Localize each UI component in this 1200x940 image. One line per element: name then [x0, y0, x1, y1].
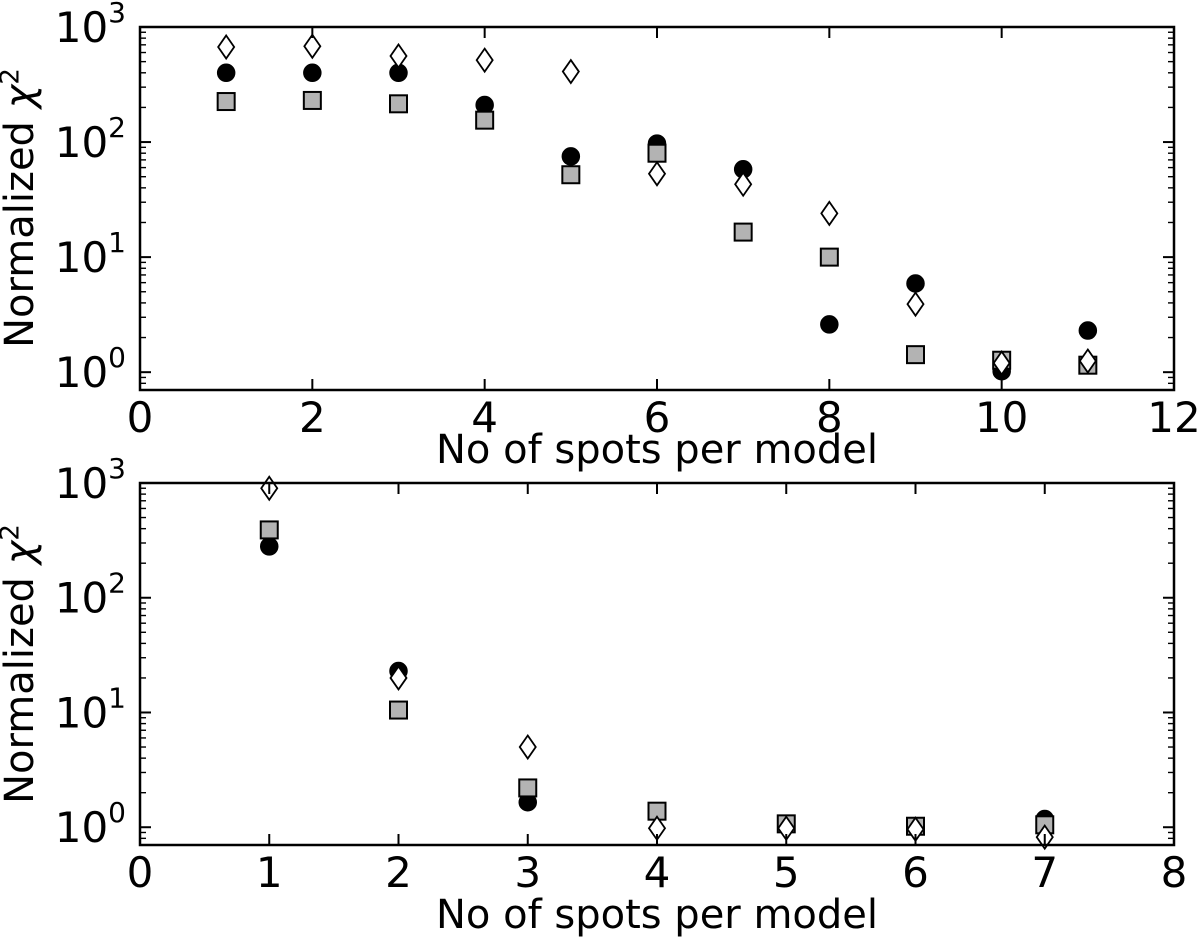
data-point-diamond	[992, 349, 1011, 377]
series-open-diamond	[260, 475, 1054, 851]
data-point-diamond	[475, 47, 494, 74]
chi-exponent: 2	[0, 524, 26, 541]
x-axis-tick-label: 1	[256, 848, 283, 897]
data-point-square	[389, 700, 408, 720]
data-point-square	[259, 520, 279, 540]
series-filled-circle	[260, 537, 1054, 837]
y-axis-label-text: Normalized	[0, 564, 43, 804]
data-point-square	[216, 92, 236, 112]
y-axis-tick-label: 101	[55, 681, 126, 737]
axes-frame	[138, 481, 1176, 847]
series-open-diamond	[217, 33, 1097, 377]
data-point-diamond	[561, 58, 580, 85]
x-axis-tick-label: 10	[975, 393, 1028, 442]
axes-frame	[138, 25, 1176, 392]
x-axis-tick-label: 4	[644, 848, 671, 897]
x-axis-tick-label: 0	[127, 848, 154, 897]
data-point-diamond	[217, 33, 236, 61]
chi-symbol: χ	[0, 540, 43, 565]
y-axis-tick-label: 100	[55, 341, 126, 397]
data-point-square	[389, 94, 408, 114]
y-axis-tick-label: 100	[55, 796, 126, 852]
data-point-square	[906, 345, 925, 365]
data-point-circle	[820, 315, 839, 334]
y-axis-tick-label: 101	[55, 226, 126, 282]
data-point-circle	[561, 147, 581, 166]
data-point-circle	[216, 63, 236, 83]
x-axis-tick-label: 8	[1161, 848, 1188, 897]
top-chart: 0 2 4 6 8 10 12 100 101 102 103	[55, 0, 1200, 442]
data-point-diamond	[518, 733, 537, 761]
x-axis-label-top: No of spots per model	[435, 427, 879, 473]
data-point-diamond	[734, 171, 753, 198]
x-axis-tick-label: 0	[127, 393, 154, 442]
data-point-circle	[906, 274, 925, 293]
data-point-circle	[303, 63, 322, 83]
y-axis-label-bottom: Normalized χ2	[0, 414, 44, 914]
data-point-square	[475, 110, 495, 130]
series-filled-circle	[216, 63, 1098, 381]
data-point-diamond	[906, 291, 925, 318]
x-axis-tick-label: 6	[644, 393, 671, 442]
bottom-chart: 0 1 2 3 4 5 6 7 8 100 101 102 103	[55, 452, 1188, 897]
data-point-diamond	[647, 160, 667, 187]
chi-symbol: χ	[0, 84, 43, 109]
data-point-square	[819, 247, 839, 267]
y-axis-tick-label: 102	[55, 111, 126, 167]
y-axis-label-text: Normalized	[0, 108, 43, 348]
data-point-diamond	[389, 664, 408, 692]
y-axis-tick-label: 102	[55, 567, 126, 623]
data-point-diamond	[820, 200, 839, 227]
data-point-square	[733, 222, 753, 242]
data-point-square	[647, 143, 667, 163]
series-gray-square	[216, 90, 1098, 375]
data-point-diamond	[389, 42, 408, 70]
y-axis-tick-label: 103	[55, 452, 126, 508]
data-point-diamond	[1078, 347, 1097, 375]
y-axis-label-top: Normalized χ2	[0, 0, 44, 458]
x-axis-tick-label: 3	[514, 848, 541, 897]
x-axis-tick-label: 6	[902, 848, 929, 897]
data-point-square	[518, 778, 538, 798]
x-axis-tick-label: 7	[1031, 848, 1058, 897]
x-axis-label-bottom: No of spots per model	[435, 892, 879, 938]
series-gray-square	[259, 520, 1055, 836]
x-axis-tick-label: 2	[299, 393, 326, 442]
data-point-diamond	[303, 33, 322, 60]
y-axis-tick-label: 103	[55, 0, 126, 52]
x-axis-tick-label: 4	[471, 393, 498, 442]
chi-exponent: 2	[0, 68, 26, 85]
x-axis-tick-label: 2	[385, 848, 412, 897]
x-axis-tick-label: 8	[816, 393, 843, 442]
x-axis-tick-label: 5	[773, 848, 800, 897]
data-point-square	[302, 90, 322, 110]
data-point-circle	[260, 537, 279, 556]
data-point-square	[561, 165, 581, 185]
data-point-circle	[1078, 321, 1098, 340]
x-axis-tick-label: 12	[1147, 393, 1200, 442]
